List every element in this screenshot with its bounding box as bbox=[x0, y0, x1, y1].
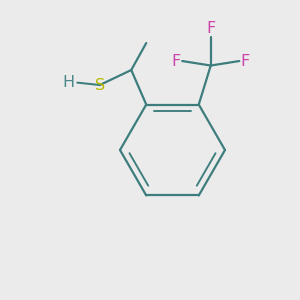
Text: F: F bbox=[172, 53, 181, 68]
Text: H: H bbox=[63, 75, 75, 90]
Text: F: F bbox=[241, 53, 250, 68]
Text: S: S bbox=[95, 77, 105, 92]
Text: F: F bbox=[206, 20, 215, 35]
